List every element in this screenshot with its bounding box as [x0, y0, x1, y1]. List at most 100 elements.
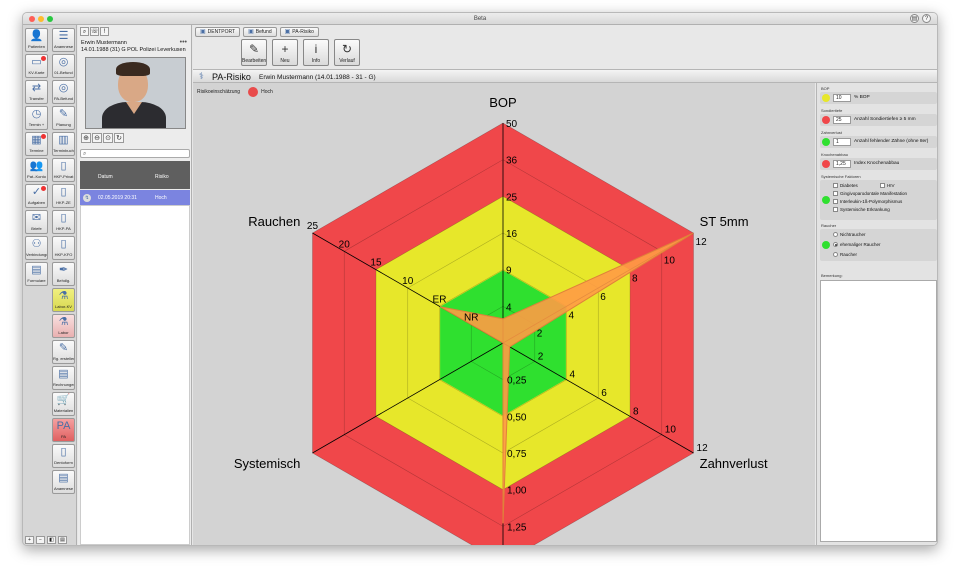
zv-input[interactable]: 1	[833, 138, 851, 146]
nav-label: HKP-Privat	[53, 174, 74, 179]
sys-title: Systemische Faktoren	[821, 174, 861, 179]
nav-col1-transfer[interactable]: ⇄ Transfer	[25, 80, 48, 104]
patient-search-icon[interactable]: ⌕	[80, 27, 89, 36]
checkbox-diabetes[interactable]	[833, 183, 838, 188]
nav-col2-hkp-kfo[interactable]: ▯ HKP-KFO	[52, 236, 75, 260]
nav-col2-hkp-ze[interactable]: ▯ HKP-ZE	[52, 184, 75, 208]
book-icon: ▥	[58, 134, 69, 146]
nav-col2-pa[interactable]: PA PA	[52, 418, 75, 442]
alert-icon[interactable]: !	[100, 27, 109, 36]
help-icon[interactable]: ?	[922, 14, 931, 23]
connection-icon: ⚇	[31, 238, 42, 250]
radar-chart-area: 4 9 16 25 36 50 BOP 2 4 6 8 10 12 ST 5mm 2 4 6 8 10 12 Zahnv…	[193, 83, 815, 545]
close-icon[interactable]	[29, 16, 35, 22]
column-header-datum[interactable]: Datum	[98, 174, 113, 180]
nav-col2-labor[interactable]: ⚗ Labor	[52, 314, 75, 338]
action-label: Bearbeiten	[242, 58, 267, 64]
sidebar-footer-button[interactable]: ▤	[58, 536, 67, 544]
risk-dot-icon	[248, 87, 259, 97]
nav-col2-hkp-pa[interactable]: ▯ HKP-PA	[52, 210, 75, 234]
nav-col2-rechnungen[interactable]: ▤ Rechnungen	[52, 366, 75, 390]
info-icon: i	[314, 42, 318, 56]
sidebar-footer-button[interactable]: −	[36, 536, 45, 544]
tab-befund[interactable]: ▣ Befund	[243, 27, 277, 37]
nav-col1-verbindungen[interactable]: ⚇ Verbindungen	[25, 236, 48, 260]
remarks-title: Bemerkung:	[821, 273, 843, 278]
nav-col1-pat-konto[interactable]: 👥 Pat.-Konto	[25, 158, 48, 182]
neu-button[interactable]: + Neu	[272, 39, 298, 66]
nav-col2-rg-erstellen[interactable]: ✎ Rg. erstellen	[52, 340, 75, 364]
more-icon[interactable]: •••	[179, 39, 187, 46]
minimize-icon[interactable]	[38, 16, 44, 22]
nav-col2-anamnese[interactable]: ☰ Anamnese	[52, 28, 75, 52]
nav-col2-dentoform[interactable]: ▯ Dentoform	[52, 444, 75, 468]
nav-col1-patienten[interactable]: 👤 Patienten	[25, 28, 48, 52]
nav-col2-pa-befund[interactable]: ◎ PA-Befund	[52, 80, 75, 104]
info-button[interactable]: i Info	[303, 39, 329, 66]
letter-icon: ✉	[31, 212, 42, 224]
zoom-icon[interactable]	[47, 16, 53, 22]
checkbox-gingivo[interactable]	[833, 191, 838, 196]
nav-col2-planung[interactable]: ✎ Planung	[52, 106, 75, 130]
record-row[interactable]: ↯ 02.05.2019 20:31 Hoch	[80, 190, 190, 205]
checkbox-interleukin[interactable]	[833, 199, 838, 204]
column-header-risiko[interactable]: Risiko	[155, 174, 169, 180]
nav-col2-01-befund[interactable]: ◎ 01-Befund	[52, 54, 75, 78]
refresh-icon[interactable]: ↻	[114, 133, 124, 143]
checkbox-hiv[interactable]	[880, 183, 885, 188]
record-search-input[interactable]: ⌕	[80, 149, 190, 158]
ka-status-icon	[822, 160, 830, 168]
bearbeiten-button[interactable]: ✎ Bearbeiten	[241, 39, 267, 66]
nav-col2-terminbuch[interactable]: ▥ Terminbuch	[52, 132, 75, 156]
nav-label: Behdlg.	[56, 278, 71, 283]
ka-input[interactable]: 1,25	[833, 160, 851, 168]
verlauf-button[interactable]: ↻ Verlauf	[334, 39, 360, 66]
axis-label-zahnverlust: Zahnverlust	[700, 456, 768, 471]
record-risk: Hoch	[155, 195, 167, 201]
risk-factors-panel: BOP 10 % BOP Sondiertiefe 25 Anzahl Sond…	[816, 83, 937, 545]
axis-label-rauchen: Rauchen	[248, 214, 300, 229]
st-input[interactable]: 25	[833, 116, 851, 124]
nav-col1-aufgaben[interactable]: ✓ Aufgaben	[25, 184, 48, 208]
nav-label: 01-Befund	[54, 70, 73, 75]
nav-col1-formulare[interactable]: ▤ Formulare	[25, 262, 48, 286]
ka-title: Knochenabbau	[821, 152, 848, 157]
nav-col2-anamnese[interactable]: ▤ Anamnese	[52, 470, 75, 494]
tab-pa-risiko[interactable]: ▣ PA-Risiko	[279, 27, 319, 37]
nav-col1-briefe[interactable]: ✉ Briefe	[25, 210, 48, 234]
nav-col2-behdlg[interactable]: ✒ Behdlg.	[52, 262, 75, 286]
nav-col1-termine[interactable]: ▦ Termine	[25, 132, 48, 156]
sidebar-footer-button[interactable]: +	[25, 536, 34, 544]
patient-name: Erwin Mustermann	[81, 40, 127, 46]
radio-raucher[interactable]	[833, 252, 838, 257]
remarks-textarea[interactable]	[820, 280, 937, 542]
bop-title: BOP	[821, 86, 830, 91]
search-icon: ⌕	[83, 151, 87, 157]
tick-label: 9	[506, 266, 512, 277]
layout-icon[interactable]: ▤	[910, 14, 919, 23]
clipboard-icon: ▤	[31, 264, 42, 276]
nav-col1-kv-karte[interactable]: ▭ KV-Karte	[25, 54, 48, 78]
radio-ehemaliger-raucher[interactable]	[833, 242, 838, 247]
zoom-in-icon[interactable]: ⊕	[81, 133, 91, 143]
phone-icon[interactable]: ☏	[90, 27, 99, 36]
window-title: Beta	[473, 16, 487, 22]
nav-col2-hkp-privat[interactable]: ▯ HKP-Privat	[52, 158, 75, 182]
zoom-fit-icon[interactable]: ⊙	[103, 133, 113, 143]
checkbox-systemic[interactable]	[833, 207, 838, 212]
tick-label: 25	[506, 192, 518, 203]
zoom-out-icon[interactable]: ⊖	[92, 133, 102, 143]
person-icon: 👤	[29, 30, 44, 42]
nav-col1-termin[interactable]: ◷ Termin +	[25, 106, 48, 130]
nav-col2-materialien[interactable]: 🛒 Materialien	[52, 392, 75, 416]
radio-nichtraucher[interactable]	[833, 232, 838, 237]
sys-section: Diabetes HIV Gingivoparodontale Manifest…	[820, 180, 937, 220]
sidebar-footer-button[interactable]: ◧	[47, 536, 56, 544]
nav-label: HKP-ZE	[56, 200, 71, 205]
calendar-icon: ▦	[31, 134, 42, 146]
nav-col2-labor-kv[interactable]: ⚗ Labor-KV	[52, 288, 75, 312]
history-icon: ↻	[341, 42, 353, 56]
nav-label: Transfer	[29, 96, 44, 101]
tab-dentport[interactable]: ▣ DENTPORT	[195, 27, 241, 37]
bop-input[interactable]: 10	[833, 94, 851, 102]
